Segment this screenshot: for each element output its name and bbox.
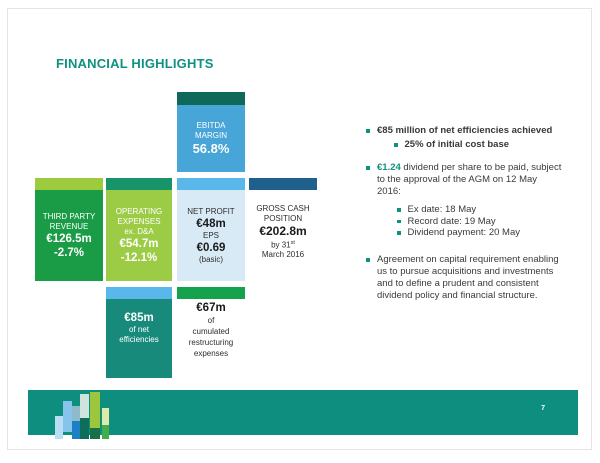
subbullet-dividend-payment: Dividend payment: 20 May bbox=[394, 227, 563, 239]
restructuring-card: €67m of cumulated restructuring expenses bbox=[177, 301, 245, 391]
eps-value: €0.69 bbox=[196, 241, 226, 254]
restructuring-label-line4: expenses bbox=[193, 349, 229, 358]
tpr-value: €126.5m bbox=[46, 232, 92, 245]
net-efficiencies-value: €85m bbox=[124, 312, 154, 324]
page-number: 7 bbox=[541, 405, 545, 412]
logo-tile bbox=[80, 418, 89, 439]
gross-cash-date-line1: by 31st bbox=[271, 238, 295, 251]
bullet-capital-requirement-text: Agreement on capital requirement enablin… bbox=[377, 253, 559, 301]
bullet-dividend: €1.24 dividend per share to be paid, sub… bbox=[363, 162, 563, 198]
gross-cash-label-line1: GROSS CASH bbox=[256, 203, 310, 213]
subbullet-ex-date-text: Ex date: 18 May bbox=[407, 204, 477, 215]
net-efficiencies-label-line1: of net bbox=[128, 325, 149, 334]
ebitda-card-header bbox=[177, 92, 245, 105]
bullet-square-icon bbox=[397, 231, 401, 235]
gross-cash-value: €202.8m bbox=[259, 223, 307, 238]
logo-tile bbox=[80, 394, 89, 418]
eps-note: (basic) bbox=[198, 254, 223, 264]
logo-tile bbox=[63, 401, 72, 432]
operating-expenses-card-header bbox=[106, 178, 172, 190]
logo-tile bbox=[72, 421, 80, 439]
logo-tile bbox=[102, 425, 109, 439]
subbullet-record-date-text: Record date: 19 May bbox=[407, 215, 496, 227]
net-profit-label: NET PROFIT bbox=[187, 206, 235, 216]
bullet-net-efficiencies: €85 million of net efficiencies achieved bbox=[363, 125, 563, 137]
operating-expenses-card: OPERATING EXPENSES ex. D&A €54.7m -12.1% bbox=[106, 190, 172, 281]
opex-label-line1: OPERATING bbox=[115, 206, 163, 216]
gross-cash-card-header bbox=[249, 178, 317, 190]
net-profit-card-header bbox=[177, 178, 245, 190]
opex-change: -12.1% bbox=[120, 251, 158, 264]
subbullet-ex-date: Ex date: 18 May bbox=[394, 204, 563, 216]
subbullet-dividend-payment-text: Dividend payment: 20 May bbox=[407, 227, 520, 238]
gross-cash-date-superscript: st bbox=[290, 239, 295, 246]
bullet-square-icon bbox=[366, 129, 370, 133]
dividend-text: dividend per share to be paid, subject t… bbox=[377, 162, 562, 197]
restructuring-label-line2: cumulated bbox=[192, 327, 230, 336]
restructuring-label-line3: restructuring bbox=[188, 338, 234, 347]
gross-cash-date-prefix: by 31 bbox=[271, 240, 291, 250]
highlights-bullet-list: €85 million of net efficiencies achieved… bbox=[363, 125, 563, 302]
subbullet-record-date: Record date: 19 May bbox=[394, 216, 563, 228]
eps-label: EPS bbox=[202, 230, 219, 240]
gross-cash-label-line2: POSITION bbox=[263, 213, 303, 223]
net-profit-card: NET PROFIT €48m EPS €0.69 (basic) bbox=[177, 190, 245, 281]
opex-label-line3: ex. D&A bbox=[124, 226, 154, 236]
third-party-revenue-card-header bbox=[35, 178, 103, 190]
bullet-dividend-text: €1.24 dividend per share to be paid, sub… bbox=[377, 162, 563, 198]
logo-tile bbox=[90, 428, 100, 439]
restructuring-label-line1: of bbox=[207, 316, 215, 325]
ebitda-card: EBITDA MARGIN 56.8% bbox=[177, 105, 245, 172]
page-title: FINANCIAL HIGHLIGHTS bbox=[56, 56, 214, 71]
logo-tile bbox=[55, 416, 63, 439]
restructuring-value: €67m bbox=[196, 302, 226, 314]
tpr-label-line2: REVENUE bbox=[49, 221, 89, 231]
net-efficiencies-card: €85m of net efficiencies bbox=[106, 299, 172, 378]
dividend-dates-list: Ex date: 18 May Record date: 19 May Divi… bbox=[394, 204, 563, 239]
opex-value: €54.7m bbox=[119, 237, 159, 250]
tpr-change: -2.7% bbox=[53, 246, 85, 259]
bullet-square-icon bbox=[397, 208, 401, 212]
bullet-square-icon bbox=[394, 143, 398, 147]
net-efficiencies-card-header bbox=[106, 287, 172, 299]
ebitda-value: 56.8% bbox=[192, 140, 230, 156]
footer-bar: 7 bbox=[28, 390, 578, 435]
net-profit-value: €48m bbox=[196, 217, 226, 230]
bullet-square-icon bbox=[366, 257, 370, 262]
net-efficiencies-label-line2: efficiencies bbox=[119, 335, 159, 344]
logo-tile bbox=[102, 408, 109, 425]
bullet-net-efficiencies-text: €85 million of net efficiencies achieved bbox=[377, 125, 553, 136]
third-party-revenue-card: THIRD PARTY REVENUE €126.5m -2.7% bbox=[35, 190, 103, 281]
bullet-capital-requirement: Agreement on capital requirement enablin… bbox=[363, 254, 563, 302]
tpr-label-line1: THIRD PARTY bbox=[42, 211, 96, 221]
subbullet-cost-base-text: 25% of initial cost base bbox=[404, 139, 510, 150]
opex-label-line2: EXPENSES bbox=[117, 216, 161, 226]
bullet-square-icon bbox=[397, 219, 401, 223]
bullet-square-icon bbox=[366, 166, 370, 170]
ebitda-label-line2: MARGIN bbox=[195, 130, 227, 140]
gross-cash-card: GROSS CASH POSITION €202.8m by 31st Marc… bbox=[249, 192, 317, 272]
restructuring-card-header bbox=[177, 287, 245, 299]
logo-tile bbox=[90, 392, 100, 428]
ebitda-label-line1: EBITDA bbox=[196, 120, 226, 130]
subbullet-cost-base: 25% of initial cost base bbox=[391, 139, 563, 151]
logo-tile bbox=[72, 406, 80, 421]
dividend-amount: €1.24 bbox=[377, 162, 401, 173]
gross-cash-date-line2: March 2016 bbox=[261, 250, 305, 260]
